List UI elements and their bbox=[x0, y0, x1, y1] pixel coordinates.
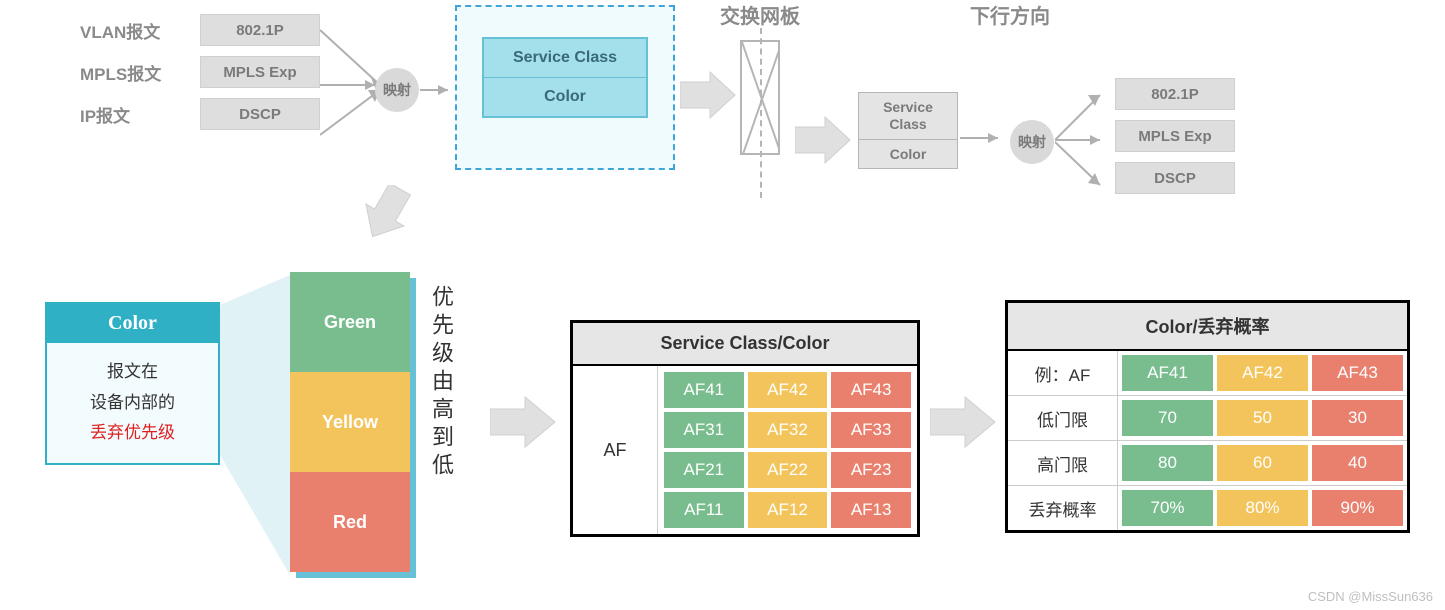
drop-cell: 70% bbox=[1122, 490, 1213, 526]
drop-row-label: 丢弃概率 bbox=[1008, 486, 1118, 530]
stack-side-text: 优先级由高到低 bbox=[425, 285, 457, 481]
drop-cell: 80 bbox=[1122, 445, 1213, 481]
color-card-title: Color bbox=[47, 304, 218, 343]
drop-cell: 80% bbox=[1217, 490, 1308, 526]
color-card-body: 报文在 设备内部的 丢弃优先级 bbox=[47, 343, 218, 463]
af-cell: AF41 bbox=[664, 372, 744, 408]
stack-cell: Green bbox=[290, 272, 410, 372]
af-cell: AF12 bbox=[748, 492, 828, 528]
big-arrow-1 bbox=[680, 70, 740, 120]
drop-cell: AF42 bbox=[1217, 355, 1308, 391]
drop-row-cells: 806040 bbox=[1118, 441, 1407, 485]
right-box: 802.1P bbox=[1115, 78, 1235, 110]
gray-sc-row2: Color bbox=[859, 140, 957, 169]
drop-row-cells: 705030 bbox=[1118, 396, 1407, 440]
sc-box: Service Class Color bbox=[482, 37, 648, 118]
stack-cell: Yellow bbox=[290, 372, 410, 472]
af-cell: AF23 bbox=[831, 452, 911, 488]
big-arrow-4 bbox=[930, 395, 1000, 450]
drop-cell: 40 bbox=[1312, 445, 1403, 481]
cc-line3: 丢弃优先级 bbox=[57, 418, 208, 449]
af-cell: AF32 bbox=[748, 412, 828, 448]
drop-row-label: 例：AF bbox=[1008, 351, 1118, 395]
af-left-label: AF bbox=[573, 366, 658, 534]
drop-cell: 60 bbox=[1217, 445, 1308, 481]
packet-label: IP报文 bbox=[80, 102, 130, 127]
color-card: Color 报文在 设备内部的 丢弃优先级 bbox=[45, 302, 220, 465]
drop-row-label: 高门限 bbox=[1008, 441, 1118, 485]
drop-cell: 90% bbox=[1312, 490, 1403, 526]
gray-sc-box: Service Class Color bbox=[858, 92, 958, 169]
sc-row2: Color bbox=[484, 78, 646, 116]
af-cell: AF33 bbox=[831, 412, 911, 448]
drop-cell: AF43 bbox=[1312, 355, 1403, 391]
map-label: 映射 bbox=[383, 80, 411, 100]
dashed-panel: Service Class Color bbox=[455, 5, 675, 170]
af-cell: AF21 bbox=[664, 452, 744, 488]
packet-box: DSCP bbox=[200, 98, 320, 130]
color-stack: GreenYellowRed bbox=[290, 272, 410, 572]
big-arrow-2 bbox=[795, 115, 855, 165]
af-cell: AF31 bbox=[664, 412, 744, 448]
watermark: CSDN @MissSun636 bbox=[1308, 589, 1433, 604]
cc-line2: 设备内部的 bbox=[57, 388, 208, 419]
persp-lines bbox=[220, 275, 295, 585]
right-box: DSCP bbox=[1115, 162, 1235, 194]
af-grid: AF41AF42AF43 AF31AF32AF33 AF21AF22AF23 AF11… bbox=[658, 366, 917, 534]
packet-box: MPLS Exp bbox=[200, 56, 320, 88]
big-arrow-down bbox=[355, 185, 415, 255]
down-label: 下行方向 bbox=[970, 0, 1050, 29]
af-table: Service Class/Color AF AF41AF42AF43AF31A… bbox=[570, 320, 920, 537]
swap-label: 交换网板 bbox=[720, 0, 800, 29]
af-cell: AF42 bbox=[748, 372, 828, 408]
af-cell: AF22 bbox=[748, 452, 828, 488]
drop-cell: 50 bbox=[1217, 400, 1308, 436]
packet-label: MPLS报文 bbox=[80, 60, 161, 85]
drop-row: 高门限806040 bbox=[1008, 440, 1407, 485]
map-circle-left: 映射 bbox=[375, 68, 419, 112]
af-cell: AF13 bbox=[831, 492, 911, 528]
drop-row-cells: 70%80%90% bbox=[1118, 486, 1407, 530]
drop-row: 例：AFAF41AF42AF43 bbox=[1008, 351, 1407, 395]
af-table-title: Service Class/Color bbox=[573, 323, 917, 366]
drop-cell: AF41 bbox=[1122, 355, 1213, 391]
af-cell: AF11 bbox=[664, 492, 744, 528]
drop-row: 低门限705030 bbox=[1008, 395, 1407, 440]
drop-table: Color/丢弃概率 例：AFAF41AF42AF43低门限705030高门限8… bbox=[1005, 300, 1410, 533]
arrow-map-to-box bbox=[420, 82, 460, 102]
big-arrow-3 bbox=[490, 395, 560, 450]
sc-row1: Service Class bbox=[484, 39, 646, 78]
stack-cell: Red bbox=[290, 472, 410, 572]
packet-label: VLAN报文 bbox=[80, 18, 160, 43]
drop-cell: 70 bbox=[1122, 400, 1213, 436]
gray-sc-row1: Service Class bbox=[859, 93, 957, 140]
right-box: MPLS Exp bbox=[1115, 120, 1235, 152]
packet-box: 802.1P bbox=[200, 14, 320, 46]
map-circle-right: 映射 bbox=[1010, 120, 1054, 164]
drop-row-label: 低门限 bbox=[1008, 396, 1118, 440]
drop-cell: 30 bbox=[1312, 400, 1403, 436]
arrows-to-right bbox=[1055, 80, 1115, 200]
map-label-2: 映射 bbox=[1018, 132, 1046, 152]
drop-row: 丢弃概率70%80%90% bbox=[1008, 485, 1407, 530]
arrow-to-map2 bbox=[960, 130, 1010, 150]
swap-rect bbox=[740, 40, 780, 155]
drop-row-cells: AF41AF42AF43 bbox=[1118, 351, 1407, 395]
cc-line1: 报文在 bbox=[57, 357, 208, 388]
drop-table-title: Color/丢弃概率 bbox=[1008, 303, 1407, 351]
af-cell: AF43 bbox=[831, 372, 911, 408]
